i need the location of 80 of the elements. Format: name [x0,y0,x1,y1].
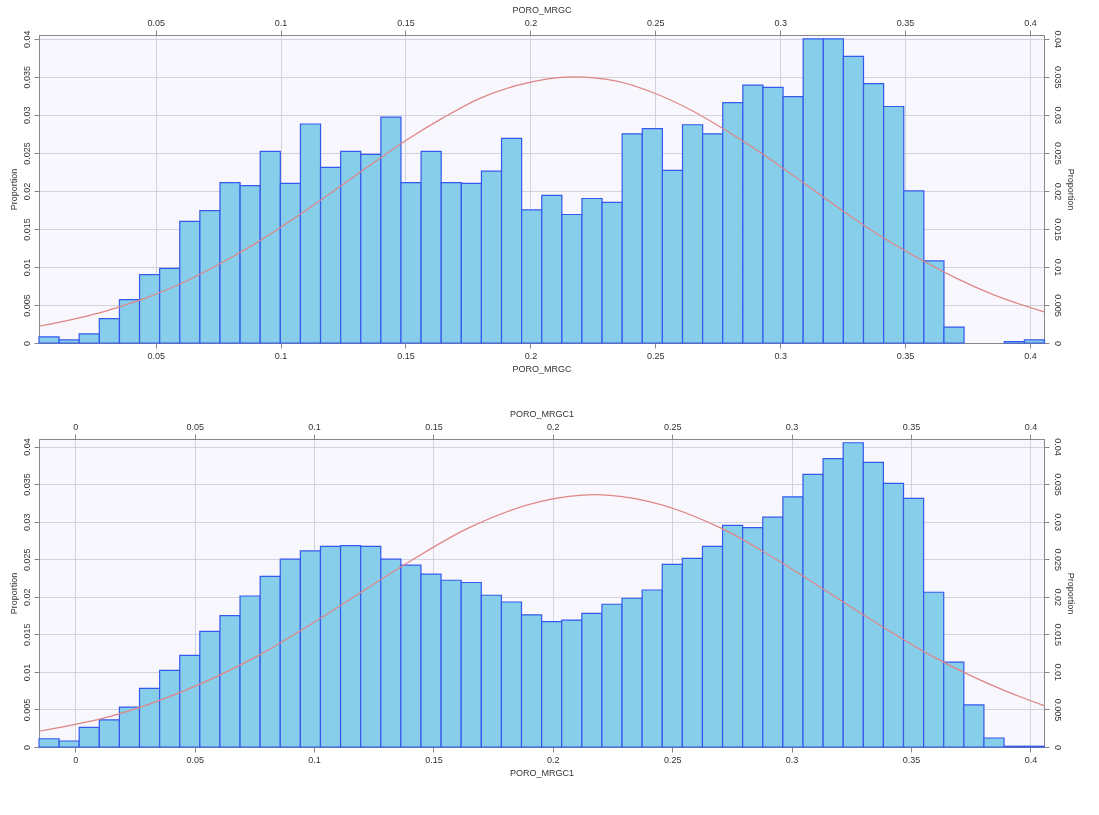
x2-tick-label: 0.35 [896,17,915,28]
y-tick-label: 0.02 [21,588,32,607]
x-tick-label: 0.2 [547,754,560,765]
y2-tick-label: 0.005 [1052,294,1063,317]
y2-tick-label: 0.015 [1052,218,1063,241]
y2-tick-label: 0.01 [1052,663,1063,682]
y2-tick-label: 0.035 [1052,66,1063,89]
y2-tick-label: 0 [1052,744,1063,751]
y2-tick-label: 0.02 [1052,588,1063,607]
x-tick-label: 0.25 [663,754,682,765]
y2-tick-label: 0.025 [1052,548,1063,571]
x-tick-label: 0.2 [524,350,538,361]
x-tick-label: 0.3 [774,350,787,361]
y2-tick-label: 0.02 [1052,182,1063,201]
x-tick-label: 0.15 [425,754,443,765]
x2-axis-title: PORO_MRGC [512,4,572,15]
y-tick-label: 0.04 [21,30,32,49]
y2-tick-label: 0.03 [1052,106,1063,125]
x2-axis-title: PORO_MRGC1 [509,408,575,419]
y-tick-label: 0.03 [21,106,32,125]
x-tick-label: 0.4 [1024,350,1037,361]
line-series [38,493,1045,732]
y2-axis-title: Proportion [1065,572,1076,615]
x2-tick-label: 0.35 [902,421,921,432]
x-axis-title: PORO_MRGC1 [509,767,575,778]
y2-axis-title: Proportion [1065,168,1076,211]
x-tick-label: 0.4 [1024,754,1038,765]
x-axis-title: PORO_MRGC [512,363,572,374]
x2-tick-label: 0.15 [425,421,443,432]
y-tick-label: 0 [21,340,32,347]
y2-tick-label: 0.01 [1052,258,1063,277]
y-tick-label: 0.03 [21,513,32,531]
x2-tick-label: 0.2 [547,421,560,432]
y2-tick-label: 0.005 [1052,698,1063,722]
y-tick-label: 0.005 [21,294,32,317]
y-tick-label: 0.04 [21,438,32,456]
y-tick-label: 0.035 [21,473,32,496]
y-tick-label: 0.02 [21,182,32,201]
x-tick-label: 0.05 [147,350,165,361]
x-tick-label: 0.15 [397,350,415,361]
x-tick-label: 0.1 [274,350,288,361]
x-tick-label: 0.35 [902,754,921,765]
x2-tick-label: 0.2 [524,17,538,28]
x-tick-label: 0 [73,754,79,765]
y2-tick-label: 0.03 [1052,513,1063,531]
y-tick-label: 0.035 [21,66,32,89]
x-tick-label: 0.3 [785,754,799,765]
x2-tick-label: 0.25 [647,17,665,28]
x2-tick-label: 0.4 [1024,421,1038,432]
y-tick-label: 0.025 [21,548,32,571]
x-tick-label: 0.25 [647,350,665,361]
x2-tick-label: 0.3 [774,17,787,28]
y-axis-title: Proportion [8,168,19,211]
y2-tick-label: 0 [1052,340,1063,347]
y-tick-label: 0.01 [21,258,32,277]
x-tick-label: 0.35 [896,350,915,361]
x2-tick-label: 0.25 [663,421,682,432]
y-tick-label: 0.01 [21,663,32,682]
y-tick-label: 0.025 [21,142,32,165]
y-tick-label: 0.015 [21,623,32,647]
y-tick-label: 0.005 [21,698,32,722]
y2-tick-label: 0.025 [1052,142,1063,165]
x2-tick-label: 0.05 [186,421,204,432]
y2-tick-label: 0.035 [1052,473,1063,496]
x2-tick-label: 0 [73,421,79,432]
x2-tick-label: 0.1 [308,421,321,432]
y2-tick-label: 0.015 [1052,623,1063,647]
x2-tick-label: 0.4 [1024,17,1037,28]
x-tick-label: 0.1 [308,754,321,765]
x2-tick-label: 0.15 [397,17,415,28]
y-tick-label: 0 [21,744,32,751]
x2-tick-label: 0.1 [274,17,288,28]
y-axis-title: Proportion [8,572,19,615]
line-series [38,76,1045,327]
x-tick-label: 0.05 [186,754,204,765]
x2-tick-label: 0.3 [785,421,799,432]
y2-tick-label: 0.04 [1052,438,1063,456]
y-tick-label: 0.015 [21,218,32,241]
y2-tick-label: 0.04 [1052,30,1063,49]
x2-tick-label: 0.05 [147,17,165,28]
